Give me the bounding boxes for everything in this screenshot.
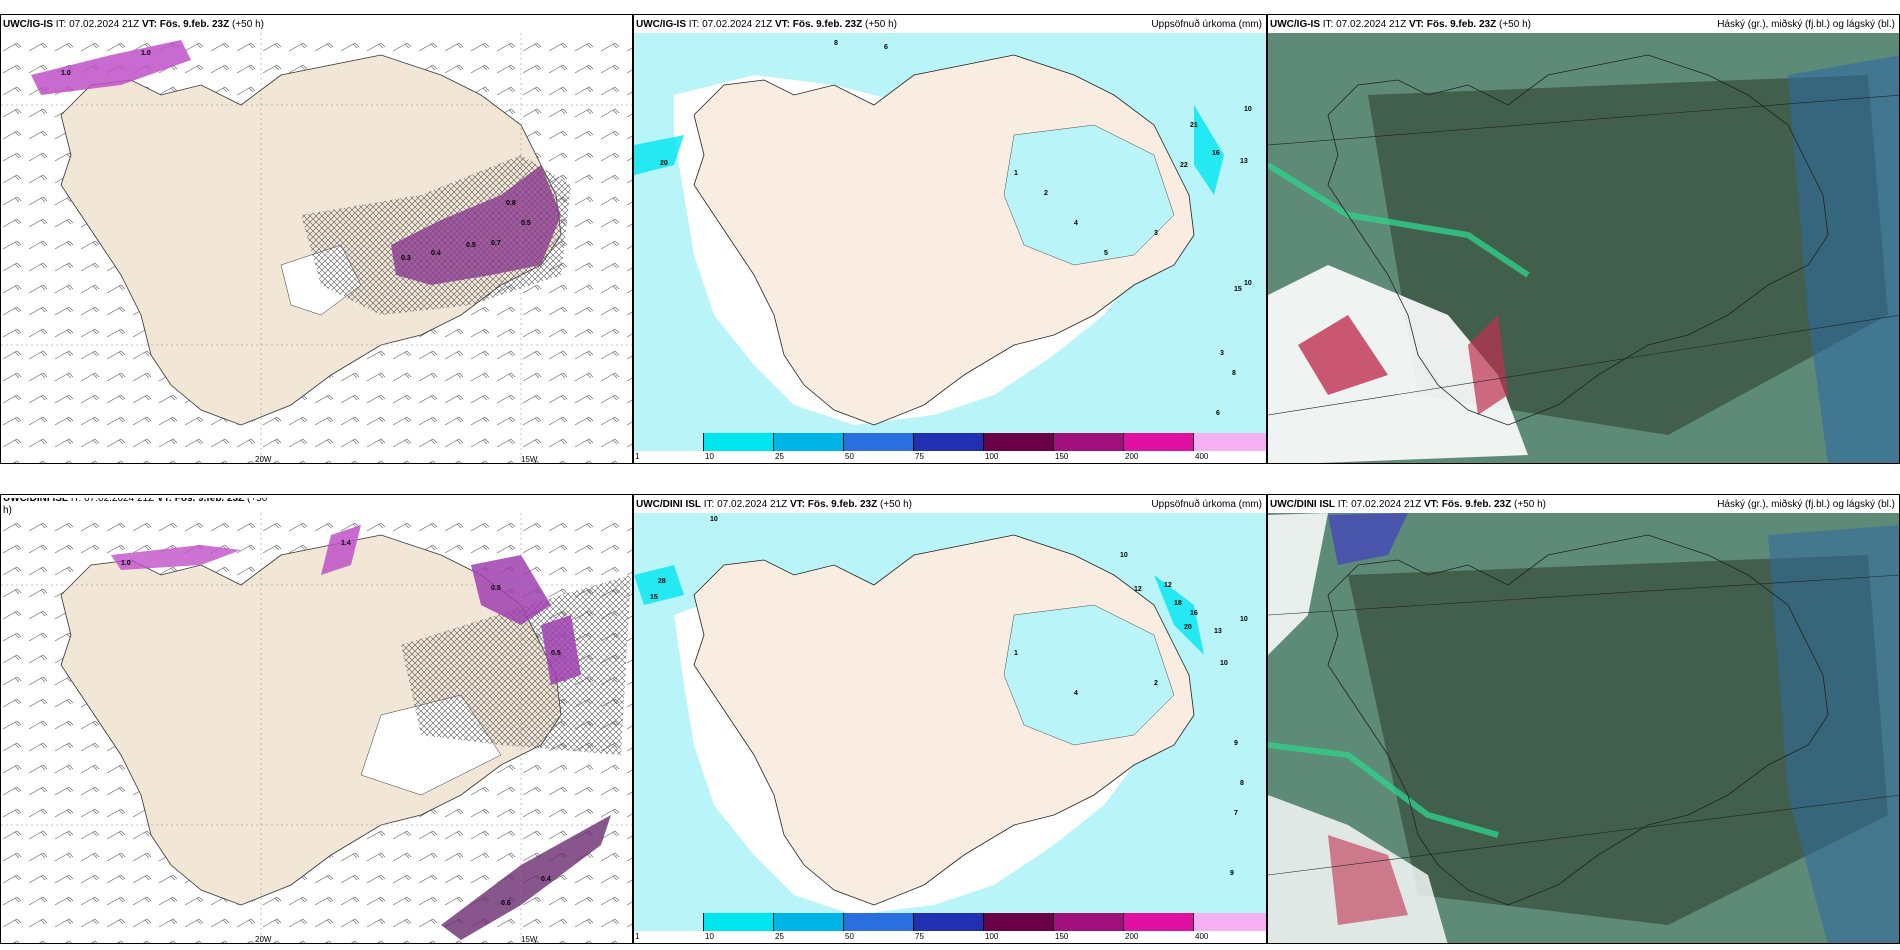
colorbar-segment: 25 [774, 913, 844, 941]
panel-clouds-igis: UWC/IG-IS IT: 07.02.2024 21Z VT: Fös. 9.… [1267, 14, 1900, 464]
svg-text:0.3: 0.3 [401, 255, 411, 262]
colorbar-segment: 50 [844, 433, 914, 461]
panel-title: Uppsöfnuð úrkoma (mm) [1151, 19, 1262, 30]
panel-precip-igis: UWC/IG-IS IT: 07.02.2024 21Z VT: Fös. 9.… [633, 14, 1267, 464]
svg-text:9: 9 [1234, 740, 1238, 747]
svg-text:8: 8 [1240, 780, 1244, 787]
svg-text:20: 20 [660, 160, 668, 167]
svg-text:2: 2 [1044, 190, 1048, 197]
panel-header: UWC/DINI ISL IT: 07.02.2024 21Z VT: Fös.… [3, 494, 268, 504]
icing-area [391, 165, 561, 285]
svg-text:18: 18 [1174, 600, 1182, 607]
svg-text:12: 12 [1134, 586, 1142, 593]
svg-text:1.4: 1.4 [341, 540, 351, 547]
colorbar-segment: 10 [704, 913, 774, 941]
svg-text:1.0: 1.0 [61, 70, 71, 77]
colorbar-segment: 1 [634, 433, 704, 461]
svg-text:10: 10 [1244, 106, 1252, 113]
panel-icing-dini: UWC/DINI ISL IT: 07.02.2024 21Z VT: Fös.… [0, 494, 633, 944]
cloud-map [1268, 33, 1899, 463]
panel-header: UWC/IG-IS IT: 07.02.2024 21Z VT: Fös. 9.… [636, 19, 897, 30]
colorbar: 1 10 25 50 75 100 150 200 400 [634, 433, 1266, 461]
svg-text:3: 3 [1220, 350, 1224, 357]
svg-text:20: 20 [1184, 624, 1192, 631]
svg-text:28: 28 [658, 578, 666, 585]
precip-map: 28 15 10 18 16 20 13 10 10 10 12 12 4 1 … [634, 513, 1266, 918]
svg-text:16: 16 [1212, 150, 1220, 157]
colorbar-segment: 150 [1054, 913, 1124, 941]
colorbar-segment: 25 [774, 433, 844, 461]
svg-text:1: 1 [1014, 170, 1018, 177]
svg-text:15: 15 [650, 594, 658, 601]
svg-text:22: 22 [1180, 162, 1188, 169]
panel-icing-igis: UWC/IG-IS IT: 07.02.2024 21Z VT: Fös. 9.… [0, 14, 633, 464]
colorbar-segment: 100 [984, 433, 1054, 461]
panel-header: UWC/IG-IS IT: 07.02.2024 21Z VT: Fös. 9.… [1270, 19, 1531, 30]
svg-text:0.4: 0.4 [541, 876, 551, 883]
colorbar-segment: 150 [1054, 433, 1124, 461]
panel-title: Háský (gr.), miðský (fj.bl.) og lágský (… [1717, 19, 1895, 30]
colorbar-segment: 75 [914, 433, 984, 461]
svg-text:5: 5 [1104, 250, 1108, 257]
svg-text:4: 4 [1074, 220, 1078, 227]
colorbar: 1 10 25 50 75 100 150 200 400 [634, 913, 1266, 941]
svg-text:13: 13 [1240, 158, 1248, 165]
panel-header: UWC/DINI ISL IT: 07.02.2024 21Z VT: Fös.… [1270, 499, 1546, 510]
svg-text:10: 10 [1120, 552, 1128, 559]
svg-text:16: 16 [1190, 610, 1198, 617]
svg-text:0.7: 0.7 [491, 240, 501, 247]
svg-text:0.5: 0.5 [491, 585, 501, 592]
lon-label: 20W [255, 455, 272, 464]
icing-map: 1.4 1.0 0.5 0.5 0.4 0.6 [1, 513, 632, 943]
svg-text:12: 12 [1164, 582, 1172, 589]
colorbar-segment: 200 [1124, 433, 1194, 461]
panel-header: UWC/IG-IS IT: 07.02.2024 21Z VT: Fös. 9.… [3, 19, 264, 30]
colorbar-segment: 1 [634, 913, 704, 941]
svg-text:6: 6 [884, 44, 888, 51]
panel-title: Uppsöfnuð úrkoma (mm) [1151, 499, 1262, 510]
svg-text:1.0: 1.0 [141, 50, 151, 57]
svg-text:10: 10 [1220, 660, 1228, 667]
svg-text:15: 15 [1234, 286, 1242, 293]
svg-text:13: 13 [1214, 628, 1222, 635]
colorbar-segment: 50 [844, 913, 914, 941]
colorbar-segment: 75 [914, 913, 984, 941]
colorbar-segment: 100 [984, 913, 1054, 941]
svg-text:0.4: 0.4 [431, 250, 441, 257]
svg-text:6: 6 [1216, 410, 1220, 417]
svg-text:8: 8 [834, 40, 838, 47]
svg-text:9: 9 [1230, 870, 1234, 877]
precip-map: 20 21 22 16 13 10 15 10 4 2 1 5 3 3 8 6 … [634, 33, 1266, 438]
lon-label: 15W [521, 935, 538, 944]
lon-label: 15W [521, 455, 538, 464]
svg-text:0.6: 0.6 [501, 900, 511, 907]
lon-label: 20W [255, 935, 272, 944]
svg-text:1.0: 1.0 [121, 560, 131, 567]
panel-header-wrap: h) [3, 505, 12, 516]
svg-text:0.8: 0.8 [506, 200, 516, 207]
svg-text:21: 21 [1190, 122, 1198, 129]
svg-text:2: 2 [1154, 680, 1158, 687]
svg-text:0.5: 0.5 [521, 220, 531, 227]
svg-text:0.5: 0.5 [551, 650, 561, 657]
colorbar-segment: 200 [1124, 913, 1194, 941]
cloud-map [1268, 513, 1899, 943]
panel-title: Háský (gr.), miðský (fj.bl.) og lágský (… [1717, 499, 1895, 510]
colorbar-segment: 400 [1194, 433, 1266, 461]
svg-text:4: 4 [1074, 690, 1078, 697]
panel-precip-dini: UWC/DINI ISL IT: 07.02.2024 21Z VT: Fös.… [633, 494, 1267, 944]
svg-text:8: 8 [1232, 370, 1236, 377]
colorbar-segment: 10 [704, 433, 774, 461]
colorbar-segment: 400 [1194, 913, 1266, 941]
panel-clouds-dini: UWC/DINI ISL IT: 07.02.2024 21Z VT: Fös.… [1267, 494, 1900, 944]
svg-text:7: 7 [1234, 810, 1238, 817]
svg-text:1: 1 [1014, 650, 1018, 657]
svg-text:10: 10 [1240, 616, 1248, 623]
svg-text:3: 3 [1154, 230, 1158, 237]
svg-text:10: 10 [710, 516, 718, 523]
panel-header: UWC/DINI ISL IT: 07.02.2024 21Z VT: Fös.… [636, 499, 912, 510]
svg-text:10: 10 [1244, 280, 1252, 287]
svg-text:0.5: 0.5 [466, 242, 476, 249]
icing-map: 0.4 0.5 0.7 0.8 0.5 0.3 1.0 1.0 [1, 33, 632, 463]
